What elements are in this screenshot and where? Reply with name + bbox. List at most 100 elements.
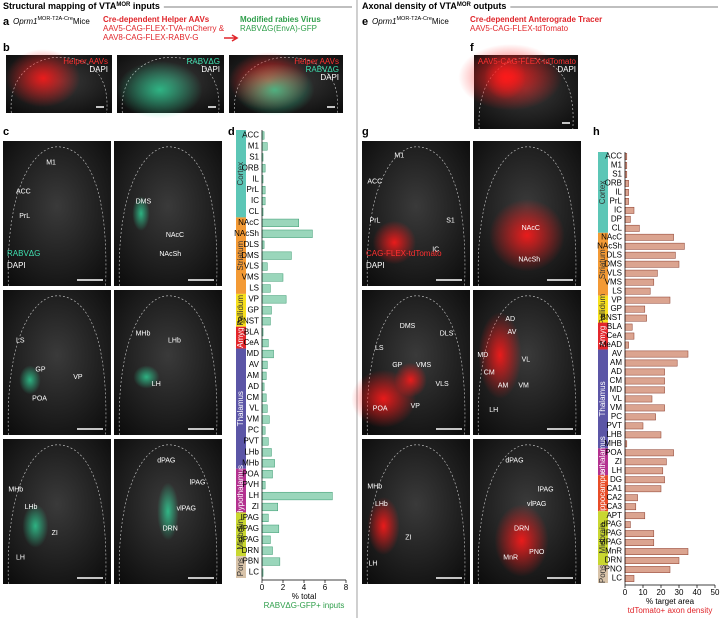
category-label: PVT — [606, 421, 622, 430]
category-label: LS — [612, 286, 622, 295]
category-label: MD — [610, 385, 623, 394]
region-label: LH — [489, 407, 498, 414]
bar — [624, 566, 671, 573]
bar — [261, 262, 268, 271]
bar — [624, 503, 637, 511]
signal — [367, 497, 400, 555]
bar — [624, 215, 631, 223]
region-label: AD — [505, 316, 515, 323]
group-label: Amyg — [598, 326, 607, 346]
category-label: PVT — [243, 437, 259, 446]
bar — [624, 242, 685, 250]
channel-label: Helper AAVs — [63, 57, 108, 66]
bar — [624, 233, 674, 241]
micrograph — [3, 290, 111, 435]
helper-title: Cre-dependent Helper AAVs — [103, 15, 210, 24]
category-label: IL — [615, 188, 622, 197]
panel-letter: f — [470, 42, 474, 54]
group-label: Pons — [236, 558, 245, 576]
mouse-line: Oprm1MOR-T2A-CreMice — [372, 16, 449, 26]
region-label: POA — [32, 396, 47, 403]
text-part: Oprm1 — [372, 17, 396, 26]
category-label: PC — [611, 412, 622, 421]
bar — [261, 164, 266, 173]
bar — [624, 494, 638, 502]
region-label: GP — [35, 367, 45, 374]
bar — [624, 269, 658, 277]
region-label: LS — [16, 338, 25, 345]
signal — [132, 196, 150, 231]
signal — [6, 49, 81, 108]
bar — [624, 458, 667, 466]
tissue-outline — [477, 146, 577, 287]
virus-line: RABVΔG(EnvA)-GFP — [240, 24, 317, 33]
panel-letter: a — [3, 16, 10, 28]
section-title: Axonal density of VTAMOR outputs — [362, 1, 506, 11]
signal — [133, 365, 160, 389]
region-label: lPAG — [190, 479, 206, 486]
signal — [372, 220, 416, 265]
category-label: POA — [242, 469, 260, 478]
bar — [624, 431, 662, 439]
region-label: DRN — [163, 526, 178, 533]
bar — [261, 448, 272, 457]
group-band — [236, 293, 246, 327]
category-label: NAcC — [238, 218, 259, 227]
channel-label: RABVΔG — [187, 57, 220, 66]
region-label: PNO — [529, 549, 545, 556]
bar — [261, 393, 267, 402]
group-label: Striatum — [598, 249, 607, 279]
bar — [261, 229, 313, 238]
region-label: POA — [373, 406, 388, 413]
x-tick-label: 40 — [693, 588, 702, 597]
category-label: VP — [248, 294, 259, 303]
text-part: MOR-T2A-Cre — [396, 16, 431, 22]
region-label: AV — [508, 329, 517, 336]
group-band — [598, 152, 608, 233]
channel-label: DAPI — [557, 65, 576, 74]
group-band — [598, 295, 608, 323]
group-band — [598, 511, 608, 566]
category-label: AM — [610, 358, 622, 367]
category-label: VLS — [244, 262, 259, 271]
region-label: ZI — [52, 530, 58, 537]
bar — [624, 350, 689, 358]
tissue-outline — [477, 444, 577, 585]
region-label: VP — [411, 403, 421, 410]
category-label: PC — [248, 426, 259, 435]
category-label: VL — [612, 394, 622, 403]
category-label: DMS — [241, 251, 259, 260]
channel-label: DAPI — [89, 65, 108, 74]
signal — [394, 362, 427, 398]
region-label: LH — [16, 555, 25, 562]
x-tick-label: 8 — [344, 583, 349, 592]
category-label: PrL — [610, 196, 623, 205]
category-label: CA2 — [606, 493, 622, 502]
bar — [624, 521, 631, 529]
group-label: Pallidum — [598, 293, 607, 324]
region-label: dPAG — [505, 458, 523, 465]
channel-label: DAPI — [366, 261, 385, 270]
bar — [261, 360, 268, 370]
category-label: CM — [610, 376, 623, 385]
channel-label: DAPI — [320, 73, 339, 82]
category-label: ZI — [252, 502, 259, 511]
category-label: PVH — [243, 480, 260, 489]
bar — [261, 273, 284, 282]
bar — [624, 530, 655, 538]
bar — [624, 287, 651, 295]
bar — [624, 395, 653, 403]
bar — [624, 206, 635, 214]
category-label: VM — [610, 403, 622, 412]
region-label: S1 — [446, 218, 455, 225]
bar — [624, 314, 647, 322]
panel-letter: e — [362, 16, 368, 28]
bar — [624, 189, 629, 196]
region-label: VMS — [416, 362, 432, 369]
region-label: MHb — [8, 487, 23, 494]
signal — [494, 504, 549, 577]
text-part: Structural mapping of VTA — [3, 1, 117, 11]
region-label: LS — [375, 345, 384, 352]
region-label: DLS — [440, 330, 454, 337]
bar — [261, 415, 270, 424]
